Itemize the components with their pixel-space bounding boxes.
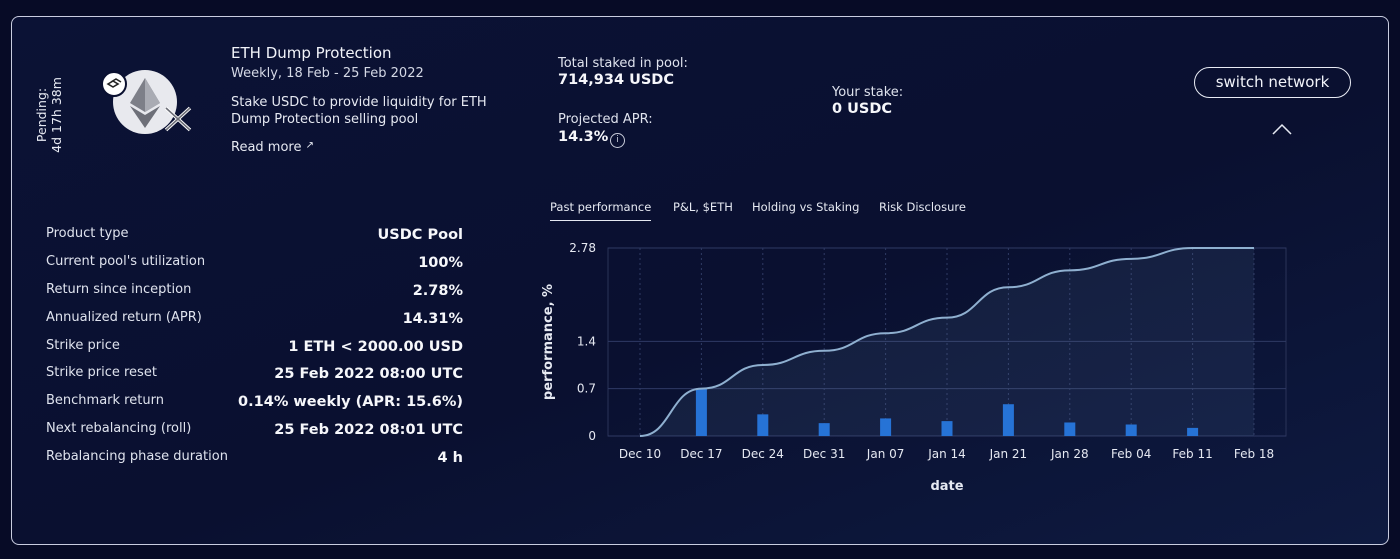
metric-row: Annualized return (APR) 14.31% bbox=[46, 310, 466, 338]
metric-value: 100% bbox=[418, 254, 463, 271]
x-tick-label: Jan 28 bbox=[1050, 447, 1089, 461]
pending-label: Pending: bbox=[34, 87, 49, 143]
metric-value: 2.78% bbox=[412, 282, 463, 299]
metric-value: USDC Pool bbox=[377, 227, 463, 243]
metric-label: Annualized return (APR) bbox=[46, 309, 202, 325]
bar bbox=[757, 414, 769, 436]
metric-value: 25 Feb 2022 08:00 UTC bbox=[274, 366, 463, 383]
bar bbox=[818, 423, 830, 436]
metric-label: Strike price reset bbox=[46, 365, 157, 381]
x-axis-label: date bbox=[930, 479, 963, 494]
x-tick-label: Dec 10 bbox=[619, 447, 661, 461]
eth-product-logo bbox=[101, 70, 192, 134]
metric-label: Strike price bbox=[46, 337, 120, 353]
your-stake-label: Your stake: bbox=[832, 85, 904, 100]
bar bbox=[1125, 424, 1137, 436]
x-tick-label: Dec 17 bbox=[680, 447, 722, 461]
metric-label: Current pool's utilization bbox=[46, 253, 206, 269]
x-tick-label: Feb 18 bbox=[1234, 447, 1274, 461]
y-tick-label: 0.7 bbox=[577, 382, 596, 396]
x-tick-label: Feb 11 bbox=[1172, 447, 1212, 461]
chevron-up-icon[interactable] bbox=[1271, 122, 1293, 136]
total-staked-label: Total staked in pool: bbox=[558, 56, 688, 71]
switch-network-button[interactable]: switch network bbox=[1194, 67, 1351, 98]
metric-row: Benchmark return 0.14% weekly (APR: 15.6… bbox=[46, 393, 466, 421]
product-title: ETH Dump Protection bbox=[231, 44, 392, 62]
read-more-link[interactable]: Read more ↗ bbox=[231, 140, 314, 155]
metric-row: Strike price reset 25 Feb 2022 08:00 UTC bbox=[46, 365, 466, 393]
performance-chart: 0 0.7 1.4 2.78 Dec 10 Dec 17 Dec 24 Dec 31 Jan 0… bbox=[541, 241, 1287, 494]
metric-row: Rebalancing phase duration 4 h bbox=[46, 449, 466, 477]
metrics-table: Product type USDC Pool Current pool's ut… bbox=[46, 226, 466, 477]
pending-status: Pending: 4d 17h 38m bbox=[34, 70, 68, 160]
pending-time: 4d 17h 38m bbox=[49, 77, 64, 153]
bar bbox=[880, 418, 892, 436]
bar bbox=[941, 421, 953, 436]
tab-past-performance[interactable]: Past performance bbox=[550, 200, 652, 221]
staking-card bbox=[11, 16, 1389, 545]
bar bbox=[695, 388, 707, 436]
x-tick-label: Jan 21 bbox=[989, 447, 1028, 461]
product-dates: Weekly, 18 Feb - 25 Feb 2022 bbox=[231, 66, 424, 81]
metric-value: 1 ETH < 2000.00 USD bbox=[288, 338, 463, 355]
bar bbox=[1187, 427, 1199, 436]
bar bbox=[1002, 404, 1014, 436]
x-tick-label: Dec 31 bbox=[803, 447, 845, 461]
metric-label: Benchmark return bbox=[46, 393, 164, 409]
metric-row: Strike price 1 ETH < 2000.00 USD bbox=[46, 338, 466, 366]
metric-row: Current pool's utilization 100% bbox=[46, 254, 466, 282]
your-stake-value: 0 USDC bbox=[832, 101, 893, 117]
metric-row: Return since inception 2.78% bbox=[46, 282, 466, 310]
metric-label: Product type bbox=[46, 226, 129, 241]
bar bbox=[1064, 422, 1076, 436]
metric-label: Rebalancing phase duration bbox=[46, 449, 228, 465]
total-staked-value: 714,934 USDC bbox=[558, 72, 674, 88]
metric-label: Next rebalancing (roll) bbox=[46, 421, 192, 437]
metric-row: Product type USDC Pool bbox=[46, 226, 466, 254]
metric-value: 25 Feb 2022 08:01 UTC bbox=[274, 422, 463, 439]
x-tick-label: Jan 14 bbox=[927, 447, 966, 461]
metric-value: 14.31% bbox=[402, 310, 463, 327]
external-link-icon: ↗ bbox=[305, 140, 315, 151]
tab-risk-disclosure[interactable]: Risk Disclosure bbox=[879, 200, 966, 214]
series-line bbox=[639, 247, 1254, 437]
tab-pnl-eth[interactable]: P&L, $ETH bbox=[673, 200, 733, 214]
metric-value: 0.14% weekly (APR: 15.6%) bbox=[238, 394, 463, 411]
y-tick-label: 1.4 bbox=[577, 334, 596, 348]
metric-value: 4 h bbox=[437, 450, 463, 467]
x-tick-label: Jan 07 bbox=[866, 447, 905, 461]
metric-row: Next rebalancing (roll) 25 Feb 2022 08:0… bbox=[46, 421, 466, 449]
projected-apr-label: Projected APR: bbox=[558, 112, 653, 127]
y-axis-label: performance, % bbox=[541, 284, 556, 400]
x-tick-label: Dec 24 bbox=[742, 447, 784, 461]
tab-holding-vs-staking[interactable]: Holding vs Staking bbox=[752, 200, 860, 214]
projected-apr-value: 14.3% bbox=[558, 129, 609, 145]
metric-label: Return since inception bbox=[46, 281, 192, 297]
y-tick-label: 2.78 bbox=[569, 241, 596, 255]
y-tick-label: 0 bbox=[588, 429, 596, 443]
x-tick-label: Feb 04 bbox=[1111, 447, 1151, 461]
info-icon[interactable]: i bbox=[610, 133, 625, 148]
product-description: Stake USDC to provide liquidity for ETH … bbox=[231, 95, 487, 127]
area-fill bbox=[640, 248, 1254, 436]
read-more-label: Read more bbox=[231, 140, 302, 155]
